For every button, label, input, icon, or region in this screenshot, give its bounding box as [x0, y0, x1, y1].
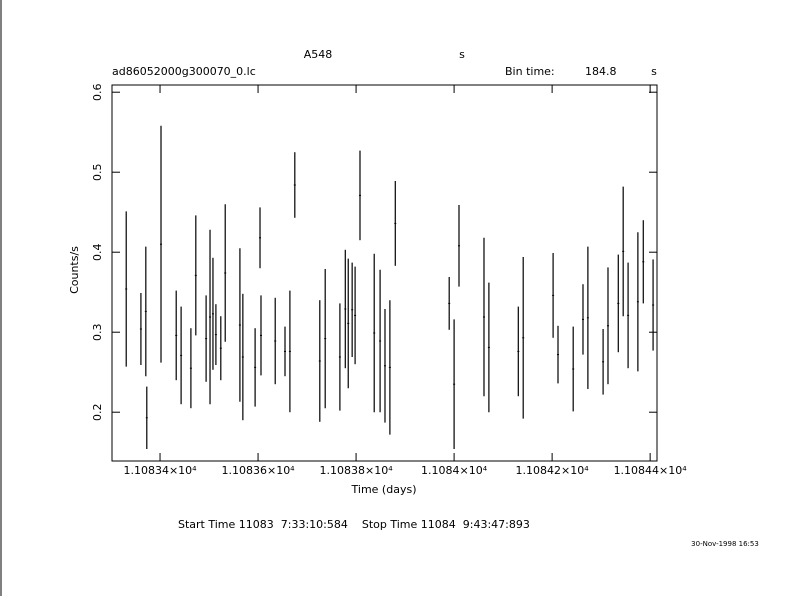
y-tick-label: 0.5	[91, 163, 104, 181]
y-tick-label: 0.4	[91, 243, 104, 261]
y-tick-label: 0.3	[91, 323, 104, 341]
x-tick-label: 1.10842×10⁴	[516, 464, 590, 477]
x-tick-label: 1.10844×10⁴	[614, 464, 688, 477]
x-tick-label: 1.10838×10⁴	[320, 464, 394, 477]
x-tick-label: 1.10834×10⁴	[123, 464, 197, 477]
time-range: Start Time 11083 7:33:10:584 Stop Time 1…	[178, 518, 530, 531]
y-axis-label: Counts/s	[68, 246, 81, 294]
y-tick-label: 0.2	[91, 403, 104, 421]
chart-title: A548	[304, 48, 333, 61]
y-tick-label: 0.6	[91, 83, 104, 101]
bin-time-label: Bin time:	[505, 65, 555, 78]
file-name: ad86052000g300070_0.lc	[112, 65, 256, 78]
x-tick-label: 1.10836×10⁴	[221, 464, 295, 477]
title-unit: s	[459, 48, 465, 61]
plot-frame	[111, 84, 658, 462]
bin-time: 184.8	[585, 65, 617, 78]
bin-time-unit: s	[651, 65, 657, 78]
x-axis-label: Time (days)	[351, 483, 417, 496]
timestamp: 30-Nov-1998 16:53	[691, 540, 759, 548]
x-tick-label: 1.1084×10⁴	[421, 464, 488, 477]
